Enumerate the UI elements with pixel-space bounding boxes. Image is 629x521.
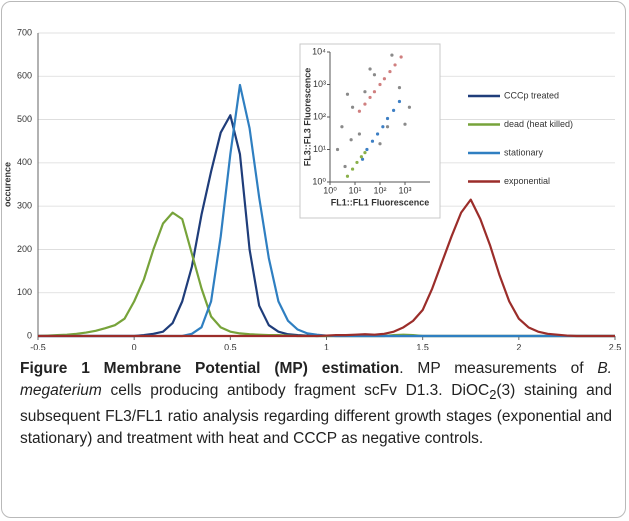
- scatter-point: [357, 132, 362, 136]
- legend-label: stationary: [504, 147, 544, 157]
- y-tick-label: 10⁰: [312, 176, 326, 186]
- scatter-point: [345, 92, 350, 96]
- x-tick-label: 2.5: [609, 342, 622, 350]
- y-tick-label: 500: [17, 114, 32, 124]
- caption-text: cells producing antibody fragment scFv D…: [101, 382, 490, 399]
- scatter-point: [372, 73, 377, 77]
- legend-label: dead (heat killed): [504, 119, 573, 129]
- y-tick-label: 200: [17, 244, 32, 254]
- scatter-point: [368, 95, 372, 100]
- scatter-point: [360, 157, 365, 161]
- caption-text: . MP measurements of: [399, 360, 598, 377]
- scatter-point: [382, 77, 387, 81]
- scatter-point: [378, 82, 382, 87]
- scatter-point: [375, 132, 380, 136]
- scatter-point: [378, 142, 382, 146]
- inset-background: [299, 43, 441, 219]
- scatter-point: [403, 122, 407, 126]
- scatter-point: [392, 108, 396, 112]
- figure-label: Figure 1: [20, 360, 90, 377]
- x-axis-label: FL1::FL1 Fluorescence: [331, 197, 430, 207]
- chart: 0100200300400500600700-0.500.511.522.5ra…: [2, 27, 622, 350]
- scatter-point: [368, 67, 372, 71]
- scatter-point: [363, 90, 367, 94]
- scatter-point: [355, 160, 359, 165]
- scatter-point: [393, 63, 397, 67]
- scatter-point: [357, 109, 362, 113]
- caption-text: (3) staining and subsequent FL3/FL1 rati…: [20, 382, 613, 448]
- x-tick-label: 1.5: [416, 342, 429, 350]
- scatter-point: [407, 105, 412, 109]
- scatter-point: [397, 86, 402, 90]
- scatter-point: [350, 167, 355, 171]
- x-tick-label: 0.5: [224, 342, 237, 350]
- legend-label: CCCp treated: [504, 90, 559, 100]
- scatter-point: [343, 164, 347, 169]
- scatter-point: [385, 125, 390, 129]
- subscript: 2: [489, 387, 497, 403]
- x-tick-label: 10²: [373, 185, 386, 195]
- scatter-point: [345, 174, 350, 178]
- x-tick-label: 2: [516, 342, 521, 350]
- series-line: [37, 211, 615, 338]
- scatter-point: [381, 125, 385, 129]
- scatter-point: [372, 90, 377, 94]
- scatter-point: [388, 69, 392, 74]
- scatter-point: [340, 125, 344, 129]
- y-tick-label: 100: [17, 287, 32, 297]
- x-tick-label: 10³: [398, 185, 411, 195]
- x-tick-label: 10¹: [348, 185, 361, 195]
- scatter-point: [390, 53, 394, 57]
- series-line: [38, 198, 615, 338]
- y-axis-label: FL3::FL3 Fluorescence: [302, 68, 312, 167]
- scatter-point: [363, 151, 367, 155]
- scatter-point: [363, 102, 367, 106]
- scatter-point: [365, 147, 369, 152]
- y-tick-label: 10¹: [313, 144, 326, 154]
- legend-label: exponential: [504, 176, 550, 186]
- figure-heading: Membrane Potential (MP) estimation: [103, 360, 400, 377]
- figure-caption: Figure 1 Membrane Potential (MP) estimat…: [20, 358, 612, 450]
- y-tick-label: 10³: [313, 79, 326, 89]
- y-tick-label: 300: [17, 201, 32, 211]
- y-tick-label: 0: [27, 330, 32, 340]
- scatter-point: [335, 147, 340, 152]
- scatter-point: [350, 105, 355, 109]
- scatter-point: [397, 99, 402, 104]
- scatter-point: [349, 138, 353, 142]
- y-axis-label: occurence: [2, 162, 12, 207]
- scatter-point: [359, 155, 363, 159]
- x-tick-label: 1: [324, 342, 329, 350]
- y-tick-label: 600: [17, 71, 32, 81]
- species-name: B. megaterium: [20, 360, 612, 399]
- y-tick-label: 10²: [313, 111, 326, 121]
- x-tick-label: 0: [132, 342, 137, 350]
- scatter-point: [385, 116, 390, 121]
- y-tick-label: 400: [17, 157, 32, 167]
- scatter-point: [370, 139, 375, 143]
- x-tick-label: -0.5: [30, 342, 46, 350]
- scatter-point: [399, 55, 403, 59]
- y-tick-label: 10⁴: [312, 46, 326, 56]
- x-tick-label: 10⁰: [323, 185, 337, 195]
- y-tick-label: 700: [17, 27, 32, 37]
